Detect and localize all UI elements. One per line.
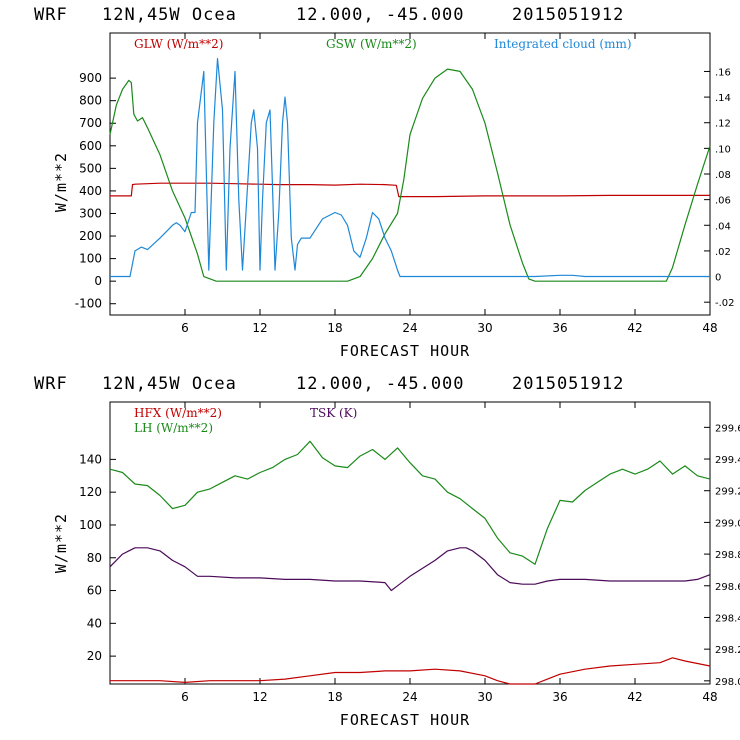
header-2-coords: 12.000, -45.000 <box>296 374 465 394</box>
x-tick-label: 24 <box>402 321 417 335</box>
series-line-lh <box>109 440 711 565</box>
x-tick-label: 36 <box>552 690 567 704</box>
y2-tick-label: 299.0 <box>715 518 740 529</box>
header-2-model: WRF <box>34 374 68 394</box>
y2-tick-label: .04 <box>715 221 731 232</box>
series-line-glw <box>110 182 710 198</box>
y-tick-label: 140 <box>79 452 102 466</box>
x-tick-label: 24 <box>402 690 417 704</box>
y-tick-label: 100 <box>79 252 102 266</box>
y-axis-label: W/m**2 <box>52 513 70 573</box>
legend-hfx: HFX (W/m**2) <box>134 406 222 420</box>
y-tick-label: 700 <box>79 116 102 130</box>
y2-tick-label: 298.8 <box>715 550 740 561</box>
series-line-gsw <box>109 68 711 282</box>
chart-panel-radiation: GLW (W/m**2) GSW (W/m**2) Integrated clo… <box>52 32 735 360</box>
axes-ticks: 6 12 18 24 30 36 42 48 20 40 60 80 100 120 140 298.0 298… <box>79 402 740 704</box>
y-tick-label: -100 <box>75 297 102 311</box>
series-line-integrated <box>110 57 710 278</box>
x-tick-label: 6 <box>181 690 189 704</box>
y-tick-label: 100 <box>79 518 102 532</box>
y-tick-label: 300 <box>79 206 102 220</box>
series-line-hfx <box>110 657 711 685</box>
series-line-tsk <box>109 547 711 592</box>
axes-ticks: 6 12 18 24 30 36 42 48 -100 0 100 200 300 400 500 600 70… <box>75 33 735 335</box>
y2-tick-label: 299.4 <box>715 455 740 466</box>
legend-lh: LH (W/m**2) <box>134 421 213 435</box>
y-axis-label: W/m**2 <box>52 152 70 212</box>
y-tick-label: 400 <box>79 184 102 198</box>
y2-tick-label: -.02 <box>715 298 735 309</box>
chart-panel-fluxes: HFX (W/m**2) LH (W/m**2) TSK (K) 6 12 18 24… <box>52 401 740 729</box>
x-tick-label: 36 <box>552 321 567 335</box>
header-2-date: 2015051912 <box>512 374 624 394</box>
y2-tick-label: 298.6 <box>715 582 740 593</box>
header-1-model: WRF <box>34 5 68 25</box>
y-tick-label: 200 <box>79 229 102 243</box>
legend: GLW (W/m**2) GSW (W/m**2) Integrated clo… <box>134 37 632 51</box>
y2-tick-label: 298.2 <box>715 645 740 656</box>
header-1-location: 12N,45W Ocea <box>102 5 237 25</box>
header-1-date: 2015051912 <box>512 5 624 25</box>
series-lines <box>109 57 711 282</box>
x-tick-label: 12 <box>252 690 267 704</box>
y-tick-label: 120 <box>79 485 102 499</box>
y-tick-label: 80 <box>87 551 102 565</box>
y2-tick-label: .16 <box>715 67 731 78</box>
y2-tick-label: 299.2 <box>715 487 740 498</box>
x-axis-label: FORECAST HOUR <box>340 711 470 729</box>
y-tick-label: 20 <box>87 649 102 663</box>
legend-gsw: GSW (W/m**2) <box>326 37 417 51</box>
x-axis-label: FORECAST HOUR <box>340 342 470 360</box>
y-tick-label: 900 <box>79 71 102 85</box>
x-tick-label: 48 <box>702 321 717 335</box>
y2-tick-label: 298.0 <box>715 677 740 688</box>
plot-frame <box>109 32 711 316</box>
x-tick-label: 18 <box>327 321 342 335</box>
x-tick-label: 42 <box>627 690 642 704</box>
x-tick-label: 30 <box>477 321 492 335</box>
y-tick-label: 800 <box>79 94 102 108</box>
x-tick-label: 18 <box>327 690 342 704</box>
x-tick-label: 6 <box>181 321 189 335</box>
y-tick-label: 600 <box>79 139 102 153</box>
y2-tick-label: 0 <box>715 273 721 284</box>
header-2-location: 12N,45W Ocea <box>102 374 237 394</box>
header-1-coords: 12.000, -45.000 <box>296 5 465 25</box>
y2-tick-label: .14 <box>715 93 731 104</box>
y2-tick-label: 299.6 <box>715 423 740 434</box>
x-tick-label: 48 <box>702 690 717 704</box>
y2-tick-label: 298.4 <box>715 613 740 624</box>
legend-glw: GLW (W/m**2) <box>134 37 223 51</box>
y2-tick-label: .10 <box>715 144 731 155</box>
y-tick-label: 0 <box>94 274 102 288</box>
x-tick-label: 42 <box>627 321 642 335</box>
y-tick-label: 40 <box>87 616 102 630</box>
legend: HFX (W/m**2) LH (W/m**2) TSK (K) <box>134 406 357 435</box>
x-tick-label: 12 <box>252 321 267 335</box>
y2-tick-label: .02 <box>715 247 731 258</box>
y2-tick-label: .06 <box>715 196 731 207</box>
y2-tick-label: .08 <box>715 170 731 181</box>
y-tick-label: 500 <box>79 161 102 175</box>
y-tick-label: 60 <box>87 584 102 598</box>
x-tick-label: 30 <box>477 690 492 704</box>
y2-tick-label: .12 <box>715 119 731 130</box>
legend-integrated-cloud: Integrated cloud (mm) <box>494 37 632 51</box>
plot-frame <box>109 401 711 685</box>
legend-tsk: TSK (K) <box>310 406 357 420</box>
header-1: WRF 12N,45W Ocea 12.000, -45.000 2015051… <box>34 5 624 25</box>
header-2: WRF 12N,45W Ocea 12.000, -45.000 2015051… <box>34 374 624 394</box>
series-lines <box>109 440 711 685</box>
